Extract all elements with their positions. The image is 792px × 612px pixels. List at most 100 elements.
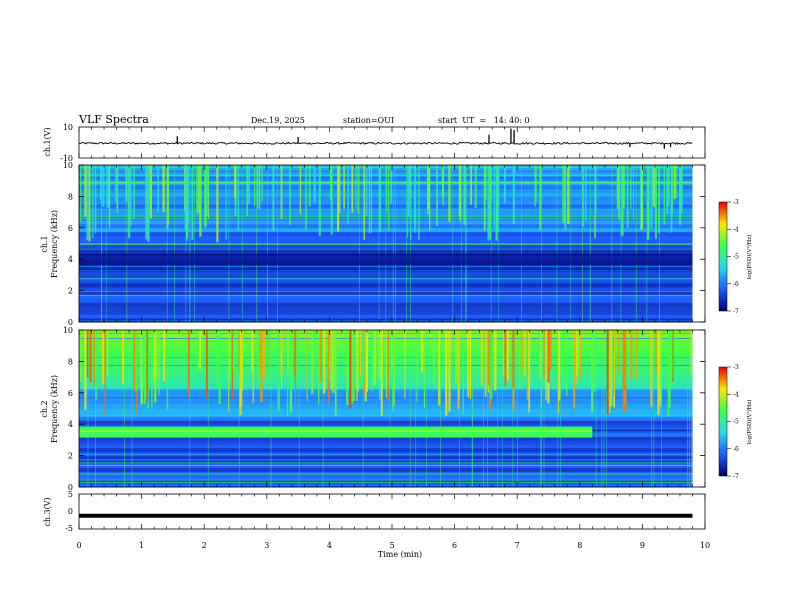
spec-row bbox=[79, 357, 693, 362]
spec-streak bbox=[647, 165, 650, 240]
spec-streak bbox=[196, 165, 199, 214]
spec-streak bbox=[133, 330, 136, 391]
spec-streak bbox=[88, 165, 91, 242]
spec-streak bbox=[630, 165, 632, 209]
spec-sferic bbox=[653, 330, 655, 487]
spec-streak bbox=[635, 330, 638, 380]
spec-streak bbox=[657, 330, 660, 416]
spec-sferic bbox=[189, 330, 191, 487]
spec-streak bbox=[407, 165, 409, 238]
spec-streak bbox=[388, 165, 390, 231]
spec-streak bbox=[387, 330, 389, 401]
spec-streak bbox=[352, 330, 356, 401]
spec-sferic bbox=[472, 330, 473, 487]
colorbar-tick-label: -5 bbox=[733, 254, 739, 261]
spec-streak bbox=[89, 330, 92, 383]
spec-streak bbox=[549, 330, 552, 371]
spec-streak bbox=[198, 165, 200, 213]
spec-row bbox=[79, 404, 693, 409]
start-ut-label: start UT = 14: 40: 0 bbox=[438, 116, 530, 125]
spec-streak bbox=[494, 330, 497, 391]
spec-streak bbox=[520, 330, 523, 371]
spec-row bbox=[79, 396, 693, 402]
x-tick-label: 10 bbox=[700, 541, 710, 550]
spec-sferic bbox=[189, 165, 191, 322]
spec-streak bbox=[496, 165, 499, 232]
spec-streak bbox=[504, 330, 507, 387]
spec-row bbox=[79, 471, 693, 476]
spec-sferic bbox=[298, 330, 300, 487]
spec-streak bbox=[390, 165, 392, 204]
y-tick-label: 6 bbox=[68, 389, 73, 398]
spec-row bbox=[79, 439, 693, 445]
spec-streak bbox=[371, 330, 374, 391]
spec-streak bbox=[313, 165, 316, 203]
spec-streak bbox=[666, 165, 669, 214]
ch1-waveform-frame bbox=[78, 126, 706, 159]
spec-tone bbox=[79, 369, 693, 371]
x-tick-label: 9 bbox=[640, 541, 645, 550]
spec-streak bbox=[277, 330, 280, 412]
spec-streak bbox=[280, 330, 283, 377]
spec-streak bbox=[162, 165, 165, 212]
spec-row bbox=[79, 345, 693, 351]
spec-streak bbox=[229, 330, 231, 381]
spec-tone bbox=[79, 364, 693, 366]
spec-streak bbox=[228, 330, 230, 412]
spec-sferic bbox=[238, 330, 240, 487]
spec-sferic bbox=[415, 330, 417, 487]
spec-streak bbox=[573, 330, 576, 409]
spec-streak bbox=[204, 165, 207, 228]
spec-streak bbox=[157, 165, 160, 212]
spec-streak bbox=[562, 165, 565, 223]
spec-streak bbox=[322, 330, 326, 394]
ch3-ylabel: ch.3(V) bbox=[43, 497, 52, 526]
spec-streak bbox=[102, 330, 105, 384]
spec-streak bbox=[564, 165, 567, 230]
spec-streak bbox=[652, 165, 655, 207]
spec-tone bbox=[79, 482, 693, 483]
spec-streak bbox=[319, 330, 322, 382]
spec-row bbox=[79, 361, 693, 366]
spec-streak bbox=[363, 330, 365, 382]
spec-sferic bbox=[241, 165, 243, 322]
spec-streak bbox=[506, 330, 509, 381]
spec-sferic bbox=[101, 165, 102, 322]
spec-sferic bbox=[471, 330, 473, 487]
spec-streak bbox=[448, 330, 451, 412]
ch1-spectrogram-panel: 0 2 4 6 8 10 ch.1 Frequency (kHz) bbox=[40, 161, 706, 327]
spec-tone bbox=[79, 462, 693, 464]
spec-streak bbox=[149, 165, 152, 218]
spec-streak bbox=[295, 330, 298, 386]
spec-streak bbox=[375, 330, 377, 370]
spec-streak bbox=[207, 165, 209, 199]
spec-streak bbox=[503, 165, 506, 204]
spec-streak bbox=[80, 165, 82, 222]
spec-streak bbox=[613, 330, 615, 396]
spec-streak bbox=[272, 165, 275, 231]
spec-tone bbox=[79, 411, 693, 412]
spec-streak bbox=[143, 330, 147, 405]
spec-streak bbox=[622, 330, 625, 411]
spec-streak bbox=[313, 330, 316, 370]
spec-sferic bbox=[460, 165, 462, 322]
spec-sferic bbox=[595, 330, 597, 487]
spec-sferic bbox=[256, 165, 258, 322]
spec-sferic bbox=[570, 165, 572, 322]
spec-sferic bbox=[635, 165, 637, 322]
spec-tone bbox=[79, 473, 693, 475]
spec-streak bbox=[234, 165, 237, 199]
spec-streak bbox=[93, 330, 96, 386]
spec-streak bbox=[618, 330, 620, 373]
spec-streak bbox=[674, 165, 677, 199]
spec-streak bbox=[261, 165, 263, 202]
spec-sferic bbox=[362, 330, 364, 487]
spec-streak bbox=[351, 165, 354, 213]
colorbar-tick-label: -4 bbox=[733, 391, 739, 398]
spec-streak bbox=[155, 330, 158, 378]
spec-sferic bbox=[166, 165, 168, 322]
spec-streak bbox=[332, 330, 335, 393]
spec-streak bbox=[512, 165, 516, 224]
ch1-colorbar: -3 -4 -5 -6 -7 log(PSD)(V²/Hz) bbox=[718, 199, 753, 315]
